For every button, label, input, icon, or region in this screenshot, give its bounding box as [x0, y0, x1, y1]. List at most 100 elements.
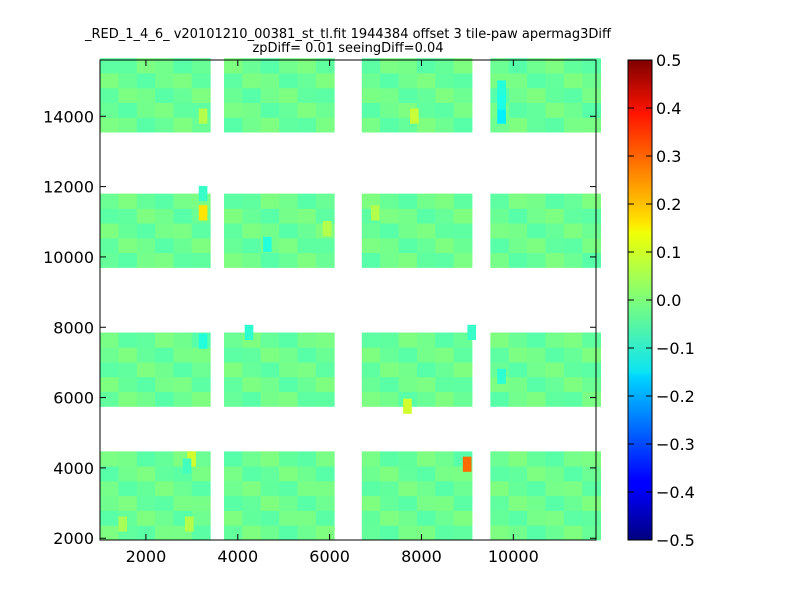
- heatmap-cell: [136, 391, 156, 407]
- x-tick-label: 6000: [309, 547, 350, 566]
- plot-frame: [99, 59, 597, 541]
- heatmap-cell: [527, 223, 546, 239]
- heatmap-cell: [416, 117, 436, 133]
- heatmap-cell: [279, 376, 298, 393]
- heatmap-cell: [279, 117, 298, 133]
- heatmap-cell: [136, 376, 156, 393]
- heatmap-cell: [118, 347, 138, 363]
- heatmap-cell: [315, 451, 335, 467]
- heatmap-cell: [545, 252, 565, 268]
- heatmap-cell: [118, 376, 138, 393]
- heatmap-cell: [155, 102, 174, 118]
- heatmap-cell: [545, 376, 565, 393]
- heatmap-cell: [242, 510, 262, 526]
- heatmap-cell: [453, 510, 473, 526]
- heatmap-cell: [508, 237, 528, 254]
- heatmap-cell: [435, 510, 455, 526]
- heatmap-cell: [563, 480, 583, 497]
- x-tick-label: 10000: [488, 547, 539, 566]
- heatmap-cell-highlight: [497, 80, 506, 96]
- heatmap-cell: [380, 208, 399, 224]
- heatmap-cell: [297, 391, 317, 407]
- heatmap-cell: [545, 347, 565, 363]
- heatmap-cell: [361, 480, 381, 497]
- heatmap-cell: [398, 87, 418, 103]
- heatmap-cell: [361, 466, 381, 482]
- heatmap-cell: [563, 237, 583, 254]
- heatmap-cell: [416, 362, 436, 378]
- heatmap-cell: [260, 376, 280, 393]
- heatmap-cell: [224, 495, 243, 511]
- heatmap-cell: [416, 87, 436, 103]
- heatmap-cell: [398, 223, 418, 239]
- heatmap-cell: [508, 347, 528, 363]
- heatmap-cell: [582, 376, 601, 393]
- heatmap-cell: [297, 510, 317, 526]
- heatmap-cell: [398, 362, 418, 378]
- heatmap-cell: [380, 332, 399, 348]
- heatmap-cell: [416, 332, 436, 348]
- heatmap-cell: [508, 451, 528, 467]
- heatmap-cell: [242, 391, 262, 407]
- heatmap-cell: [527, 117, 546, 133]
- heatmap-cell: [361, 252, 381, 268]
- heatmap-cell: [490, 510, 510, 526]
- heatmap-cell: [508, 376, 528, 393]
- heatmap-cell: [242, 525, 262, 541]
- heatmap-cell: [435, 466, 455, 482]
- heatmap-cell: [155, 480, 174, 497]
- heatmap-cell: [224, 87, 243, 103]
- heatmap-cell: [242, 73, 262, 89]
- heatmap-cell: [155, 510, 174, 526]
- heatmap-cell: [260, 480, 280, 497]
- heatmap-cell: [100, 451, 119, 467]
- heatmap-cell: [315, 510, 335, 526]
- heatmap-cell: [398, 208, 418, 224]
- heatmap-cell: [416, 347, 436, 363]
- heatmap-cell: [260, 362, 280, 378]
- heatmap-cell: [297, 451, 317, 467]
- heatmap-cell: [297, 347, 317, 363]
- heatmap-cell: [380, 510, 399, 526]
- heatmap-cell: [508, 362, 528, 378]
- heatmap-cell: [136, 480, 156, 497]
- heatmap-cell: [527, 510, 546, 526]
- heatmap-cell: [155, 391, 174, 407]
- heatmap-cell: [100, 237, 119, 254]
- heatmap-cell: [136, 252, 156, 268]
- heatmap-cell: [279, 347, 298, 363]
- heatmap-cell: [563, 117, 583, 133]
- heatmap-cell: [260, 87, 280, 103]
- heatmap-cell: [380, 495, 399, 511]
- heatmap-cell: [279, 332, 298, 348]
- heatmap-cell: [545, 73, 565, 89]
- heatmap-cell: [361, 376, 381, 393]
- heatmap-cell: [545, 332, 565, 348]
- heatmap-cell: [191, 223, 211, 239]
- heatmap-cell: [527, 347, 546, 363]
- heatmap-cell: [100, 347, 119, 363]
- heatmap-cell: [582, 347, 601, 363]
- heatmap-cell: [416, 73, 436, 89]
- heatmap-cell: [118, 223, 138, 239]
- heatmap-cell-highlight: [497, 108, 506, 124]
- heatmap-cell: [315, 376, 335, 393]
- heatmap-cell: [361, 223, 381, 239]
- heatmap-cell: [545, 480, 565, 497]
- heatmap-cell: [416, 495, 436, 511]
- heatmap-cell: [279, 102, 298, 118]
- heatmap-cell: [297, 237, 317, 254]
- heatmap-cell: [118, 466, 138, 482]
- heatmap-cell-highlight: [198, 333, 208, 349]
- heatmap-cell: [224, 237, 243, 254]
- heatmap-cell: [224, 102, 243, 118]
- heatmap-cell: [242, 117, 262, 133]
- heatmap-cell: [155, 362, 174, 378]
- heatmap-cell: [416, 223, 436, 239]
- heatmap-cell: [155, 58, 174, 74]
- heatmap-cell: [100, 332, 119, 348]
- heatmap-cell: [490, 391, 510, 407]
- heatmap-cell: [118, 495, 138, 511]
- y-tick-label: 14000: [43, 107, 94, 126]
- heatmap-cell: [527, 332, 546, 348]
